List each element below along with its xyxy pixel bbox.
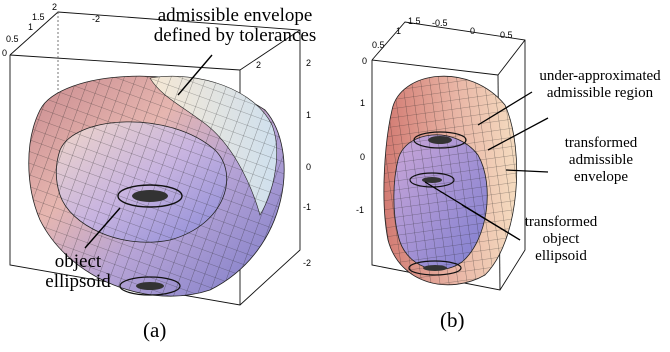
tick-a-top-0: 2 [52, 2, 58, 12]
annotation-env-line2: admissible [568, 152, 634, 168]
annotation-transformed-object: transformed object ellipsoid [506, 214, 616, 265]
annotation-env-line1: transformed [564, 135, 638, 151]
annotation-region-line2: admissible region [546, 85, 654, 101]
tick-a-left-2: 0.5 [6, 34, 19, 44]
panel-a-object-ellipsoid [55, 121, 228, 296]
annotation-envelope: admissible envelope defined by tolerance… [140, 6, 330, 46]
annotation-object-line1: object [54, 251, 102, 272]
annotation-transformed-envelope: transformed admissible envelope [546, 135, 656, 186]
tick-b-left-2: -1 [356, 205, 365, 215]
tick-b-top-3: 0.5 [500, 30, 513, 40]
tick-b-top-0: 1.5 [408, 16, 421, 26]
tick-a-left-1: 1 [28, 22, 34, 32]
tick-b-lt-1: 0.5 [372, 40, 385, 50]
caption-a: (a) [143, 318, 167, 342]
annotation-obj-line2: object [542, 231, 580, 247]
annotation-object: object ellipsoid [38, 252, 118, 292]
annotation-region-line1: under-approximated [539, 68, 661, 84]
tick-b-lt-2: 0 [362, 56, 368, 66]
tick-b-left-1: 0 [360, 152, 366, 162]
caption-b: (b) [440, 308, 465, 332]
tick-a-right-0: 2 [306, 58, 312, 68]
annotation-region: under-approximated admissible region [530, 68, 670, 102]
tick-b-top-1: -0.5 [432, 18, 448, 28]
tick-a-top-2: 2 [256, 60, 262, 70]
panel-b-leaders [424, 91, 549, 241]
annotation-envelope-line2: defined by tolerances [153, 25, 317, 46]
tick-b-top-2: 0 [470, 26, 476, 36]
tick-a-top-1: -2 [92, 14, 101, 24]
tick-a-right-3: -1 [303, 202, 312, 212]
tick-b-left-0: 1 [360, 98, 366, 108]
panel-a-leaders [84, 54, 213, 249]
annotation-obj-line3: ellipsoid [535, 248, 587, 264]
tick-a-left-0: 1.5 [32, 12, 45, 22]
panel-b-object [393, 131, 488, 276]
tick-a-right-4: -2 [303, 258, 312, 268]
tick-a-left-3: 0 [2, 48, 8, 58]
annotation-obj-line1: transformed [524, 214, 598, 230]
tick-a-right-2: 0 [306, 162, 312, 172]
annotation-env-line3: envelope [573, 169, 629, 185]
tick-b-lt-0: 1 [396, 26, 402, 36]
annotation-object-line2: ellipsoid [45, 271, 111, 292]
tick-a-right-1: 1 [306, 110, 312, 120]
annotation-envelope-line1: admissible envelope [157, 5, 313, 26]
